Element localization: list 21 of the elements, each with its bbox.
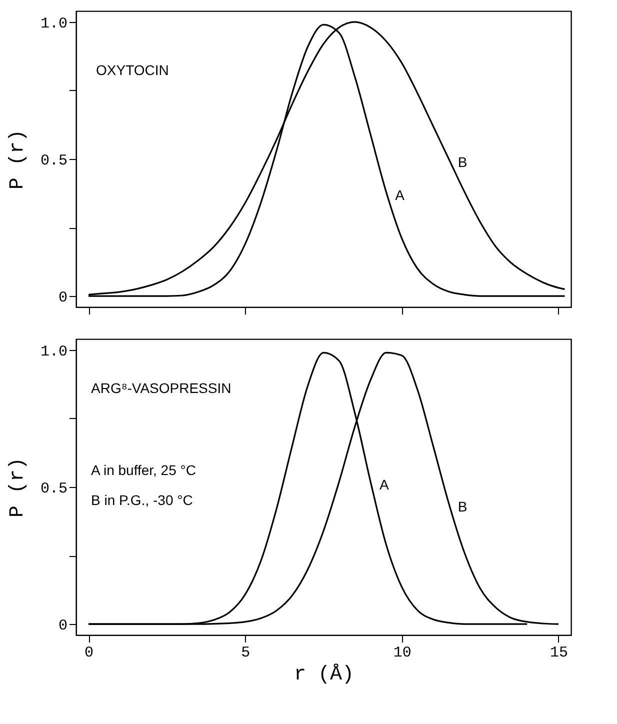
annotation: ARG⁸-VASOPRESSIN bbox=[91, 380, 232, 396]
x-tick-label: 5 bbox=[241, 644, 250, 662]
x-axis-title: r (Å) bbox=[294, 664, 354, 686]
y-tick-label: 0 bbox=[58, 618, 68, 635]
series-label: B bbox=[458, 154, 468, 170]
y-tick-label: 0 bbox=[58, 290, 68, 307]
y-tick-label: 1.0 bbox=[40, 15, 68, 32]
annotation: OXYTOCIN bbox=[96, 62, 169, 78]
y-axis-title: P (r) bbox=[6, 457, 30, 518]
y-tick-label: 0.5 bbox=[40, 152, 68, 170]
series-label: A bbox=[379, 476, 390, 493]
y-tick-label: 1.0 bbox=[40, 343, 68, 360]
annotation: B in P.G., -30 °C bbox=[91, 492, 193, 508]
x-tick-label: 10 bbox=[393, 644, 412, 662]
annotation: A in buffer, 25 °C bbox=[91, 462, 196, 478]
series-label: A bbox=[395, 186, 406, 203]
y-tick-label: 0.5 bbox=[40, 480, 68, 498]
x-tick-label: 0 bbox=[84, 644, 94, 662]
series-label: B bbox=[458, 498, 468, 514]
x-tick-label: 15 bbox=[550, 644, 568, 662]
y-axis-title: P (r) bbox=[6, 129, 30, 190]
